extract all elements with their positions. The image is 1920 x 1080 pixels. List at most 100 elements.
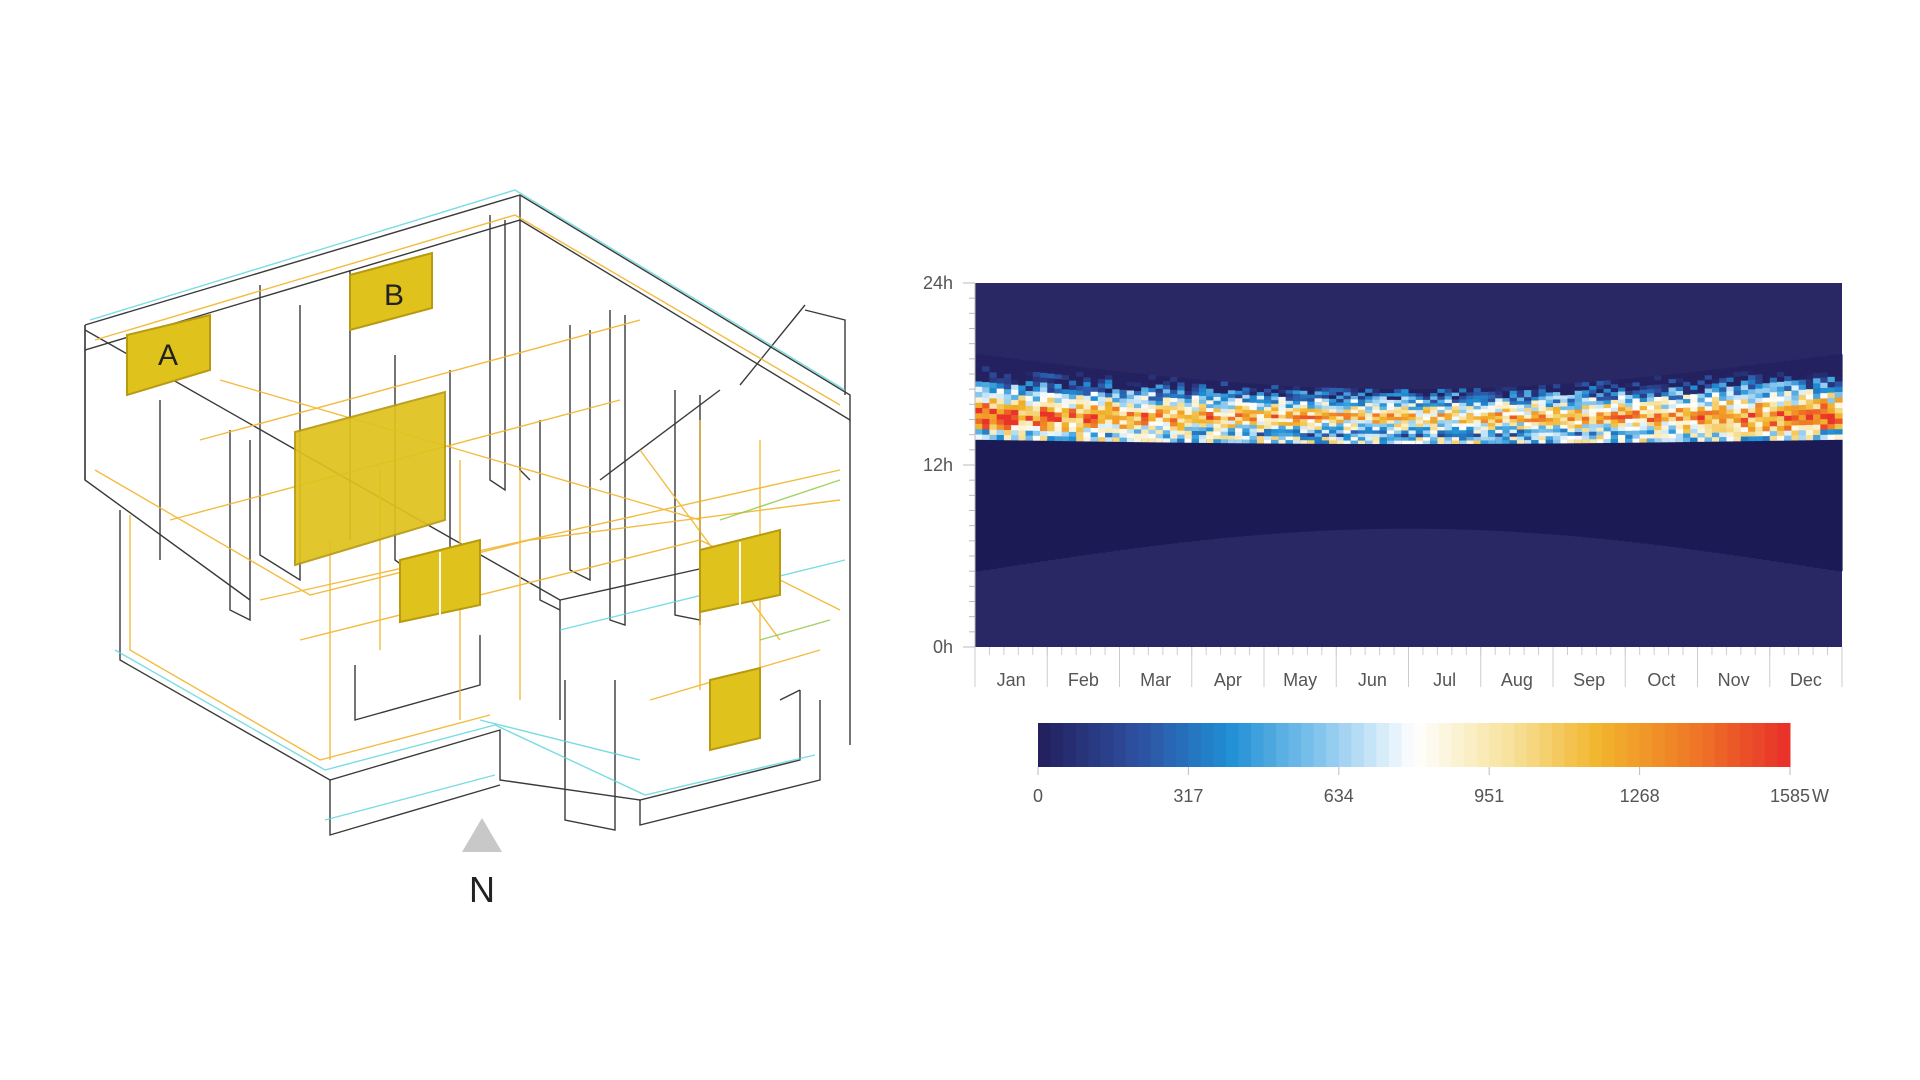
heatmap-cell — [1133, 411, 1142, 417]
heatmap-cell — [1618, 418, 1626, 424]
heatmap-cell — [1748, 374, 1756, 380]
heatmap-cell — [1827, 428, 1836, 435]
heatmap-cell — [1242, 424, 1251, 429]
heatmap-cell — [1430, 406, 1438, 411]
heatmap-cell — [1422, 406, 1431, 411]
heatmap-cell — [1610, 383, 1619, 389]
heatmap-cell — [1581, 382, 1590, 387]
heatmap-cell — [1805, 357, 1814, 364]
heatmap-cell — [1133, 428, 1142, 434]
heatmap-cell — [1639, 433, 1648, 439]
heatmap-shade-cell — [1394, 439, 1402, 529]
heatmap-cell — [1350, 422, 1359, 427]
heatmap-cell — [1379, 389, 1388, 394]
heatmap-shade-cell — [1278, 439, 1287, 534]
heatmap-cell — [1343, 405, 1352, 410]
heatmap-cell — [1235, 382, 1243, 388]
heatmap-cell — [1184, 422, 1193, 427]
heatmap-cell — [1162, 384, 1171, 390]
heatmap-cell — [1018, 394, 1027, 401]
heatmap-cell — [1719, 386, 1727, 392]
heatmap-shade-cell — [1242, 439, 1251, 536]
heatmap-cell — [1336, 426, 1345, 431]
heatmap-cell — [1784, 435, 1793, 441]
heatmap-cell — [1394, 426, 1402, 431]
colorbar-swatch — [1313, 723, 1327, 767]
heatmap-cell — [1444, 440, 1453, 445]
heatmap-cell — [1704, 379, 1713, 385]
heatmap-cell — [1032, 376, 1041, 382]
heatmap-cell — [1733, 376, 1742, 382]
heatmap-cell — [1451, 436, 1460, 441]
heatmap-cell — [1235, 390, 1243, 395]
colorbar-swatch — [1100, 723, 1114, 767]
heatmap-cell — [1697, 436, 1706, 442]
heatmap-cell — [1047, 430, 1056, 437]
heatmap-cell — [1170, 393, 1178, 398]
heatmap-cell — [1661, 429, 1670, 434]
heatmap-cell — [1372, 440, 1381, 445]
x-tick-label: Aug — [1501, 670, 1533, 690]
heatmap-cell — [1206, 411, 1215, 416]
heatmap-cell — [1220, 408, 1229, 413]
heatmap-cell — [1762, 425, 1771, 432]
heatmap-shade-cell — [1090, 439, 1099, 554]
heatmap-shade-cell — [1618, 439, 1626, 541]
heatmap-shade-cell — [1791, 439, 1800, 565]
heatmap-shade-cell — [1018, 439, 1027, 565]
heatmap-cell — [1285, 414, 1294, 419]
heatmap-cell — [1596, 419, 1605, 424]
heatmap-cell — [1379, 416, 1388, 421]
heatmap-cell — [1711, 432, 1720, 438]
heatmap-cell — [1430, 419, 1438, 424]
heatmap-cell — [1762, 368, 1771, 374]
heatmap-shade-cell — [1748, 439, 1756, 558]
heatmap-cell — [1589, 381, 1597, 386]
heatmap-cell — [1610, 418, 1619, 424]
heatmap-cell — [1350, 395, 1359, 400]
heatmap-cell — [1292, 428, 1301, 434]
heatmap-cell — [1249, 431, 1258, 437]
colorbar-swatch — [1088, 723, 1102, 767]
colorbar-swatch — [1175, 723, 1189, 767]
heatmap-cell — [989, 371, 998, 378]
heatmap-cell — [1408, 416, 1417, 421]
heatmap-cell — [1668, 391, 1677, 396]
heatmap-cell — [1401, 389, 1410, 394]
heatmap-cell — [1820, 408, 1829, 415]
heatmap-cell — [1589, 427, 1597, 432]
heatmap-cell — [1213, 384, 1222, 390]
colorbar-swatch — [1739, 723, 1753, 767]
heatmap-cell — [1162, 405, 1171, 410]
heatmap-cell — [1791, 404, 1800, 411]
heatmap-cell — [1148, 391, 1157, 397]
heatmap-cell — [1553, 431, 1561, 437]
heatmap-cell — [1654, 417, 1662, 422]
heatmap-cell — [1820, 423, 1829, 430]
heatmap-cell — [1726, 399, 1735, 405]
heatmap-cell — [1675, 373, 1684, 379]
heatmap-shade-cell — [1784, 439, 1793, 564]
heatmap-cell — [1560, 409, 1569, 414]
colorbar-tick-label: 0 — [1033, 786, 1043, 806]
heatmap-cell — [1292, 386, 1301, 391]
heatmap-cell — [1372, 433, 1381, 438]
heatmap-cell — [1509, 425, 1518, 430]
heatmap-cell — [1545, 428, 1554, 433]
heatmap-cell — [1473, 432, 1482, 438]
heatmap-cell — [1314, 429, 1323, 434]
heatmap-cell — [1596, 404, 1605, 409]
heatmap-cell — [1155, 404, 1164, 410]
heatmap-cell — [1054, 411, 1063, 418]
heatmap-cell — [1285, 403, 1294, 408]
heatmap-cell — [1177, 434, 1186, 439]
heatmap-cell — [1076, 380, 1084, 386]
heatmap-shade-cell — [1068, 439, 1077, 557]
heatmap-cell — [1639, 421, 1648, 427]
heatmap-shade-cell — [1350, 439, 1359, 530]
heatmap-cell — [1755, 364, 1764, 370]
heatmap-cell — [1011, 419, 1019, 426]
heatmap-cell — [1545, 424, 1554, 429]
heatmap-cell — [1538, 395, 1547, 401]
heatmap-cell — [1574, 386, 1583, 391]
